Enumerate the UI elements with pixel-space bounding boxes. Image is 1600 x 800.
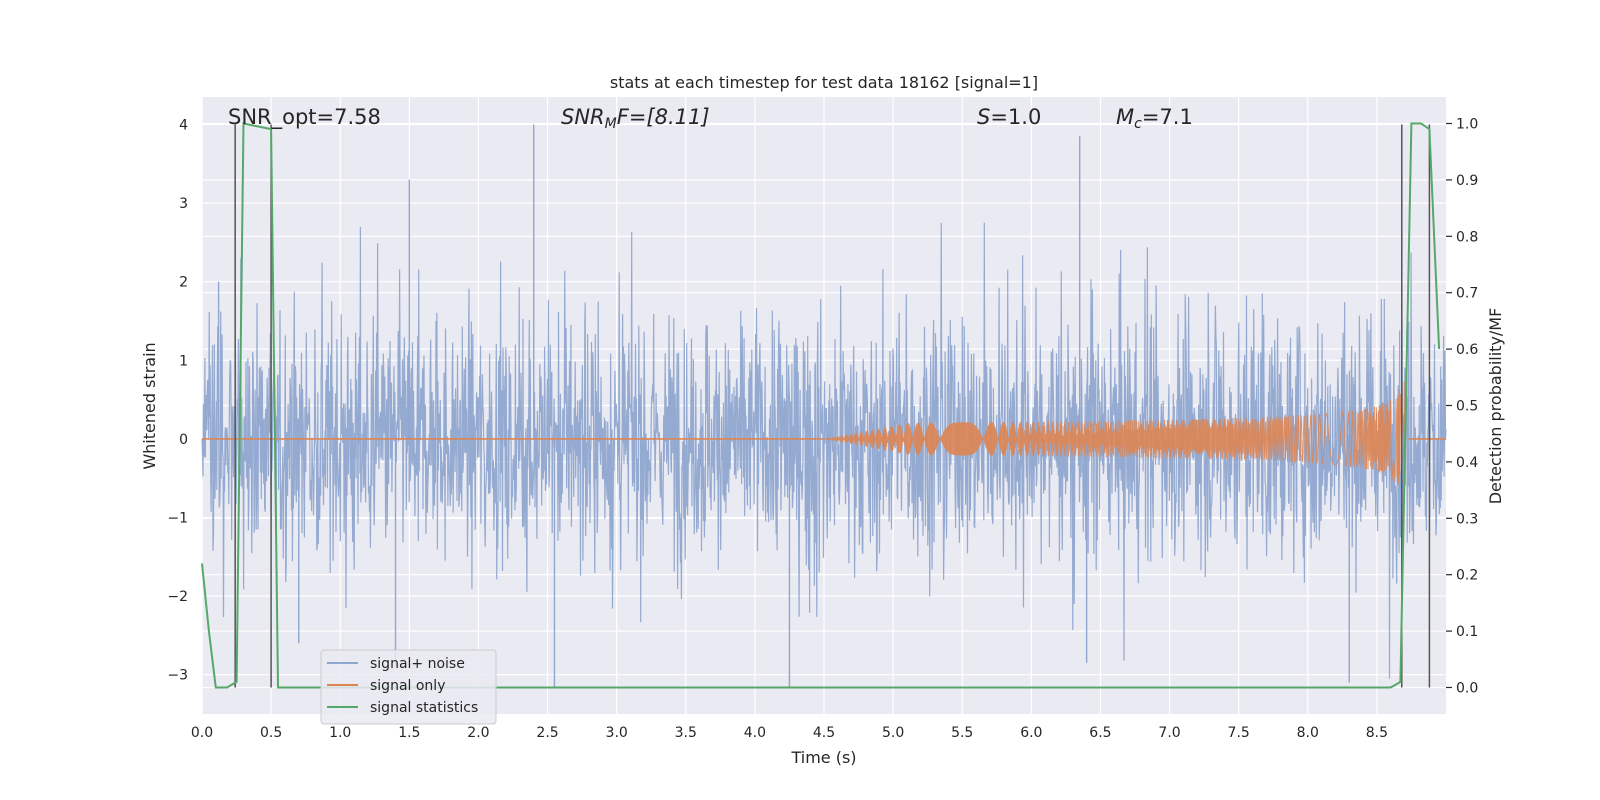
- signal-noise-line: [201, 222, 1447, 679]
- x-tick-label: 4.0: [744, 725, 766, 741]
- right-axis-label: Detection probability/MF: [1486, 308, 1505, 505]
- x-tick-label: 1.5: [398, 725, 420, 741]
- x-tick-label: 8.0: [1297, 725, 1319, 741]
- x-tick-label: 7.0: [1158, 725, 1180, 741]
- x-tick-label: 7.5: [1228, 725, 1250, 741]
- right-tick-label: 0.7: [1456, 286, 1478, 302]
- x-tick-label: 3.5: [675, 725, 697, 741]
- x-tick-label: 8.5: [1366, 725, 1388, 741]
- snr-mf-annotation: SNRMF=[8.11]: [561, 105, 710, 132]
- s-annotation: S=1.0: [977, 105, 1041, 129]
- chart-title: stats at each timestep for test data 181…: [610, 73, 1038, 92]
- x-tick-label: 6.0: [1020, 725, 1042, 741]
- x-tick-label: 3.0: [606, 725, 628, 741]
- snr-mf-sub: M: [605, 116, 617, 132]
- right-tick-label: 0.2: [1456, 568, 1478, 584]
- y-axis-ticks: −3 −2 −1 0 1 2 3 4: [167, 118, 188, 684]
- right-tick-label: 0.5: [1456, 399, 1478, 415]
- x-axis-ticks: 0.0 0.5 1.0 1.5 2.0 2.5 3.0 3.5 4.0 4.5 5.0 5.5 6.0 6…: [191, 725, 1388, 741]
- signal-statistics-series: [201, 122, 1441, 689]
- right-tick-label: 0.9: [1456, 173, 1478, 189]
- x-tick-label: 0.5: [260, 725, 282, 741]
- right-tick-label: 0.4: [1456, 455, 1478, 471]
- y-tick-label: 2: [179, 275, 188, 291]
- s-rest: =1.0: [990, 105, 1041, 129]
- y-tick-label: 3: [179, 196, 188, 212]
- y-tick-label: 1: [179, 353, 188, 369]
- x-axis-label: Time (s): [790, 748, 856, 767]
- right-tick-label: 0.8: [1456, 229, 1478, 245]
- x-tick-label: 0.0: [191, 725, 213, 741]
- legend-box: [320, 649, 497, 725]
- snr-opt-annotation: SNR_opt=7.58: [228, 105, 381, 130]
- mc-name: M: [1116, 105, 1134, 129]
- right-tick-label: 0.6: [1456, 342, 1478, 358]
- signal-noise-series: [201, 124, 1447, 687]
- x-tick-label: 5.0: [882, 725, 904, 741]
- legend-label-signal-only: signal only: [370, 678, 445, 694]
- signal-statistics-line: [201, 122, 1441, 689]
- y-tick-label: 4: [179, 118, 188, 134]
- x-tick-label: 1.0: [329, 725, 351, 741]
- x-tick-label: 4.5: [813, 725, 835, 741]
- x-tick-label: 2.0: [467, 725, 489, 741]
- right-tick-label: 0.0: [1456, 680, 1478, 696]
- x-tick-label: 6.5: [1089, 725, 1111, 741]
- legend-label-signal-noise: signal+ noise: [370, 656, 465, 672]
- legend-label-signal-statistics: signal statistics: [370, 700, 478, 716]
- s-name: S: [977, 105, 990, 129]
- mc-sub: c: [1134, 116, 1142, 132]
- y-tick-label: 0: [179, 432, 188, 448]
- y-axis-label: Whitened strain: [140, 342, 159, 469]
- snr-mf-name: SNR: [561, 105, 605, 129]
- signal-only-series: [202, 381, 1446, 492]
- right-tick-label: 1.0: [1456, 117, 1478, 133]
- mc-rest: =7.1: [1142, 105, 1193, 129]
- legend: signal+ noise signal only signal statist…: [320, 649, 497, 725]
- mc-annotation: Mc=7.1: [1116, 105, 1193, 132]
- right-axis-ticks: 0.0 0.1 0.2 0.3 0.4 0.5 0.6 0.7 0.8 0.9 1.0: [1446, 117, 1478, 696]
- signal-only-line: [823, 381, 1408, 492]
- x-tick-label: 2.5: [536, 725, 558, 741]
- right-tick-label: 0.1: [1456, 624, 1478, 640]
- right-tick-label: 0.3: [1456, 511, 1478, 527]
- y-tick-label: −2: [167, 589, 188, 605]
- x-tick-label: 5.5: [951, 725, 973, 741]
- y-tick-label: −1: [167, 511, 188, 527]
- y-tick-label: −3: [167, 668, 188, 684]
- snr-mf-rest: F=[8.11]: [617, 105, 710, 129]
